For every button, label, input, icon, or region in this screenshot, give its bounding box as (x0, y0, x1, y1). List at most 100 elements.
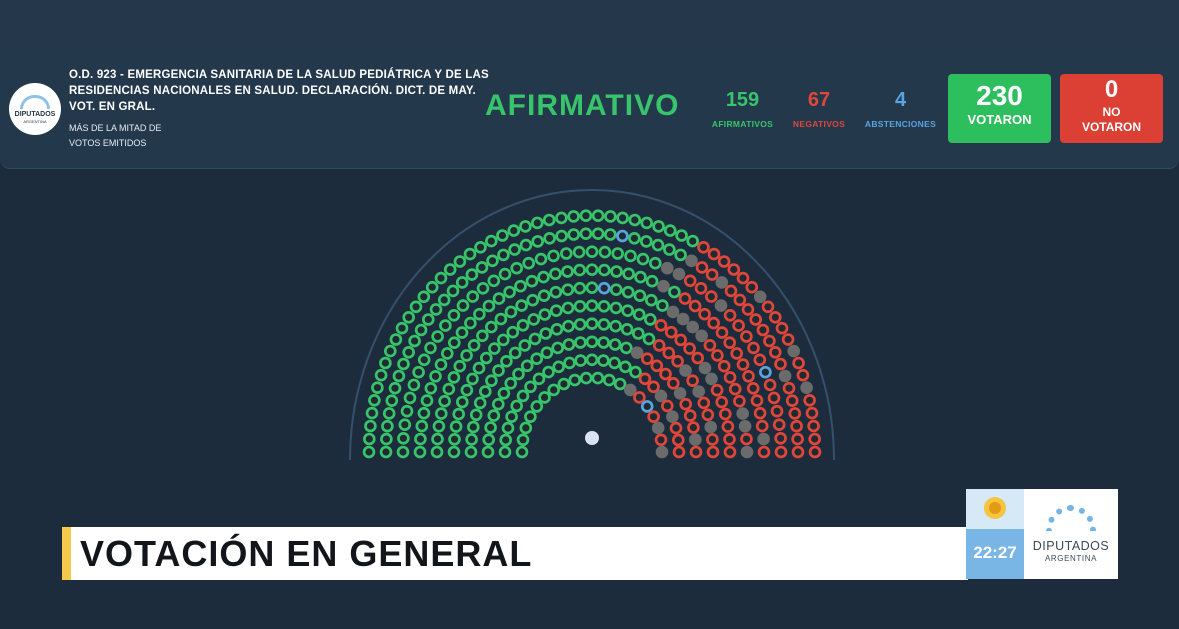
afirmativos-count: 159 AFIRMATIVOS (700, 88, 785, 130)
seat-photo (689, 423, 698, 432)
seat-photo (506, 288, 514, 296)
seat-photo (433, 435, 442, 443)
seat-photo (440, 296, 448, 304)
seat-photo (373, 384, 381, 392)
seat-photo (612, 322, 620, 330)
seat-photo (681, 295, 689, 303)
seat-photo (600, 284, 608, 292)
seat-ausente (655, 445, 669, 459)
seat-photo (601, 248, 609, 256)
seat-photo (534, 237, 542, 245)
seat-photo (519, 392, 527, 400)
seat-photo (405, 313, 413, 321)
seat-photo (530, 315, 538, 323)
seat-photo (565, 359, 574, 367)
seat-photo (785, 384, 793, 392)
seat-photo (710, 250, 718, 258)
seat-photo (731, 385, 739, 393)
seat-photo (554, 344, 562, 352)
seat-photo (401, 421, 409, 429)
seat-photo (724, 423, 732, 431)
seat-photo (777, 448, 785, 456)
seat-photo (507, 379, 515, 387)
seat-photo (526, 383, 535, 391)
seat-photo (588, 302, 596, 310)
seat-ausente (673, 387, 687, 400)
seat-photo (522, 241, 530, 249)
seat-photo (446, 265, 454, 274)
seat-ausente (738, 420, 752, 433)
seat-photo (794, 435, 802, 443)
seat-photo (641, 375, 649, 383)
seat-ausente (698, 361, 712, 375)
seat-photo (510, 246, 519, 254)
seat-photo (381, 359, 389, 367)
seat-photo (708, 435, 717, 443)
seat-ausente (715, 276, 729, 289)
hemicycle-outline (349, 189, 835, 461)
votaron-value: 230 (976, 80, 1023, 111)
seat-photo (655, 341, 663, 349)
seat-photo (555, 363, 563, 371)
seat-photo (467, 448, 475, 456)
seat-photo (756, 356, 764, 364)
seat-photo (619, 214, 627, 222)
seat-photo (682, 400, 690, 408)
seat-photo (606, 212, 615, 220)
seat-photo (511, 349, 519, 357)
abstenciones-value: 4 (894, 89, 907, 111)
seat-photo (570, 212, 578, 220)
seat-photo (468, 375, 477, 383)
seat-photo (508, 413, 516, 421)
seat-photo (427, 384, 435, 392)
seat-photo (698, 263, 706, 271)
negativos-value: 67 (807, 89, 831, 111)
seat-photo (588, 284, 596, 292)
seat-photo (423, 397, 431, 405)
seat-photo (600, 320, 608, 328)
seat-photo (366, 422, 374, 430)
seat-photo (742, 435, 751, 443)
seat-ausente (686, 320, 699, 334)
seat-photo (476, 399, 484, 407)
seat-photo (455, 410, 463, 418)
seat-photo (618, 232, 627, 240)
seat-ausente (630, 346, 644, 359)
seat-photo (778, 324, 786, 332)
seat-photo (643, 402, 651, 410)
seat-photo (736, 296, 744, 304)
seat-photo (458, 329, 466, 337)
seat-photo (718, 329, 726, 337)
seat-ausente (657, 279, 670, 293)
seat-photo (533, 355, 541, 363)
seat-photo (558, 232, 566, 240)
negativos-label: NEGATIVOS (792, 119, 846, 129)
seat-photo (646, 315, 654, 323)
seat-photo (713, 386, 721, 394)
seat-photo (450, 448, 458, 456)
seat-photo (525, 259, 533, 267)
seat-photo (588, 338, 596, 346)
seat-photo (535, 375, 543, 383)
seat-photo (784, 335, 792, 344)
seat-photo (692, 448, 700, 456)
seat-photo (756, 409, 764, 417)
seat-photo (621, 363, 629, 371)
seat-photo (468, 271, 476, 279)
seat-photo (667, 328, 675, 336)
seat-photo (564, 286, 572, 294)
seat-photo (749, 384, 757, 392)
seat-photo (564, 322, 573, 330)
seat-ausente (800, 381, 813, 394)
seat-photo (582, 374, 590, 382)
seat-photo (476, 243, 485, 251)
seat-photo (395, 372, 403, 380)
seat-photo (678, 231, 686, 240)
seat-photo (565, 340, 573, 349)
seat-photo (445, 385, 453, 393)
seat-photo (410, 381, 418, 389)
seat-photo (806, 396, 814, 404)
seat-photo (498, 231, 506, 240)
seat-photo (697, 284, 705, 292)
seat-photo (499, 251, 507, 259)
